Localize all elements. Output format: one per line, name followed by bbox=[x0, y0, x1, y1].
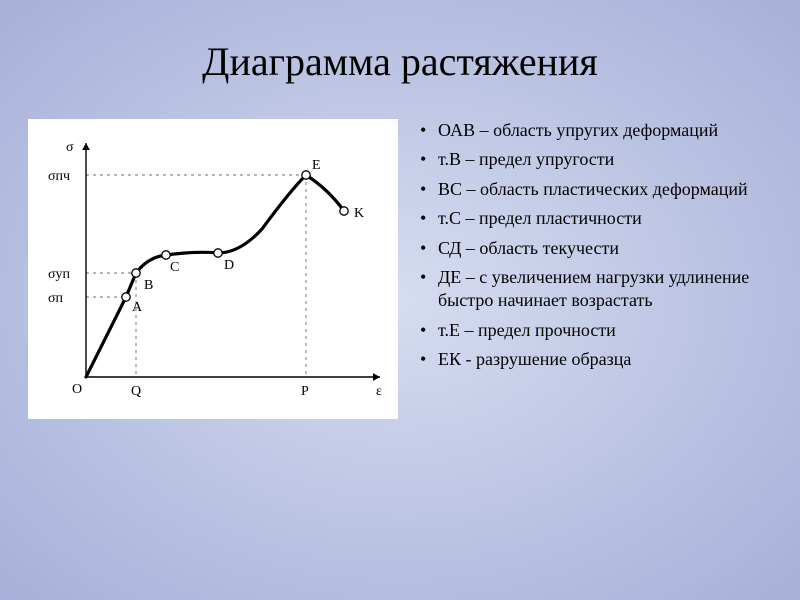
svg-text:C: C bbox=[170, 260, 179, 275]
legend-item: т.В – предел упругости bbox=[438, 148, 770, 171]
legend-item: ДЕ – с увеличением нагрузки удлинение бы… bbox=[438, 266, 770, 313]
svg-text:A: A bbox=[132, 300, 143, 315]
svg-text:E: E bbox=[312, 158, 321, 173]
legend-item: т.Е – предел прочности bbox=[438, 319, 770, 342]
stress-strain-diagram: AB C D E K Oε σ Q Pσп σуп σпч bbox=[28, 119, 398, 419]
svg-text:ε: ε bbox=[376, 384, 382, 399]
legend-item: ОАВ – область упругих деформаций bbox=[438, 119, 770, 142]
svg-text:σп: σп bbox=[48, 291, 64, 306]
diagram-svg: AB C D E K Oε σ Q Pσп σуп σпч bbox=[28, 119, 398, 419]
svg-text:σуп: σуп bbox=[48, 267, 71, 282]
legend: ОАВ – область упругих деформаций т.В – пр… bbox=[420, 119, 770, 419]
two-column-layout: AB C D E K Oε σ Q Pσп σуп σпч ОАВ – область упруги… bbox=[0, 119, 800, 419]
svg-text:σ: σ bbox=[66, 140, 74, 155]
page-title: Диаграмма растяжения bbox=[0, 0, 800, 85]
svg-text:σпч: σпч bbox=[48, 169, 70, 184]
svg-text:D: D bbox=[224, 258, 234, 273]
svg-text:O: O bbox=[72, 382, 82, 397]
svg-text:B: B bbox=[144, 278, 153, 293]
legend-item: ЕК - разрушение образца bbox=[438, 348, 770, 371]
legend-item: ВС – область пластических деформаций bbox=[438, 178, 770, 201]
slide-content: Диаграмма растяжения AB C D E K Oε σ Q Pσп σуп σпч… bbox=[0, 0, 800, 600]
svg-text:K: K bbox=[354, 206, 364, 221]
legend-item: т.С – предел пластичности bbox=[438, 207, 770, 230]
svg-text:Q: Q bbox=[131, 384, 141, 399]
svg-text:P: P bbox=[301, 384, 309, 399]
legend-item: СД – область текучести bbox=[438, 237, 770, 260]
legend-list: ОАВ – область упругих деформаций т.В – пр… bbox=[420, 119, 770, 372]
